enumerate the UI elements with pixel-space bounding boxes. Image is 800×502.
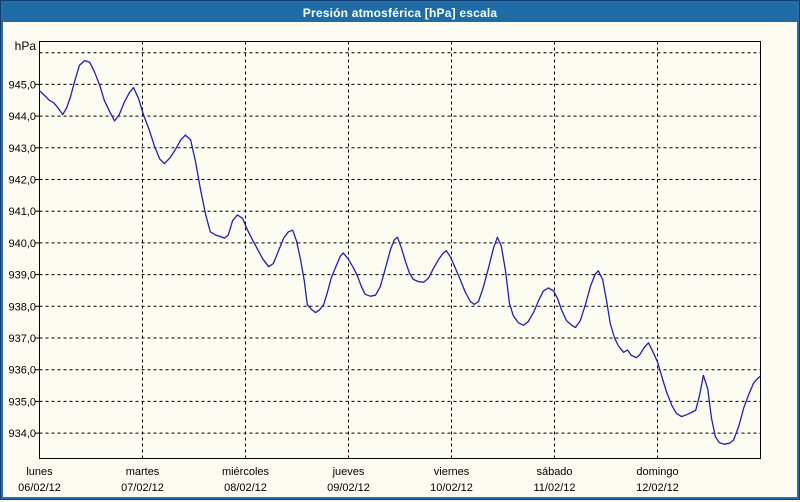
svg-text:938,0: 938,0 [8,301,36,313]
day-name-label: viernes [434,466,470,478]
day-name-label: domingo [636,466,678,478]
svg-text:945,0: 945,0 [8,79,36,91]
svg-text:934,0: 934,0 [8,428,36,440]
chart-title: Presión atmosférica [hPa] escala [302,5,498,20]
day-date-label: 09/02/12 [327,482,370,494]
svg-text:940,0: 940,0 [8,238,36,250]
day-name-label: martes [126,466,160,478]
y-axis-labels: 945,0 944,0 943,0 942,0 941,0 940,0 939,0 938,0… [8,79,36,440]
day-date-label: 12/02/12 [636,482,679,494]
day-name-label: miércoles [222,466,270,478]
svg-text:944,0: 944,0 [8,111,36,123]
svg-text:935,0: 935,0 [8,396,36,408]
day-name-label: jueves [332,466,365,478]
day-name-label: sábado [536,466,572,478]
day-date-label: 11/02/12 [533,482,575,494]
day-date-label: 07/02/12 [121,482,164,494]
day-name-label: lunes [26,466,53,478]
title-bar: Presión atmosférica [hPa] escala [3,3,797,22]
gridlines [39,41,761,459]
svg-text:942,0: 942,0 [8,175,36,187]
x-axis-labels: lunes 06/02/12 martes 07/02/12 miércoles 08/0… [18,466,679,494]
pressure-line [38,59,762,445]
svg-text:937,0: 937,0 [8,333,36,345]
day-date-label: 08/02/12 [224,482,267,494]
svg-text:936,0: 936,0 [8,365,36,377]
axis-ticks [35,83,40,434]
y-axis-unit-label: hPa [15,39,37,53]
plot-border [39,41,761,459]
chart-area: 945,0 944,0 943,0 942,0 941,0 940,0 939,0 938,0… [3,22,797,497]
svg-text:939,0: 939,0 [8,270,36,282]
day-date-label: 06/02/12 [18,482,61,494]
svg-text:943,0: 943,0 [8,143,36,155]
svg-text:941,0: 941,0 [8,206,36,218]
pressure-chart: 945,0 944,0 943,0 942,0 941,0 940,0 939,0 938,0… [8,39,762,494]
day-date-label: 10/02/12 [430,482,473,494]
